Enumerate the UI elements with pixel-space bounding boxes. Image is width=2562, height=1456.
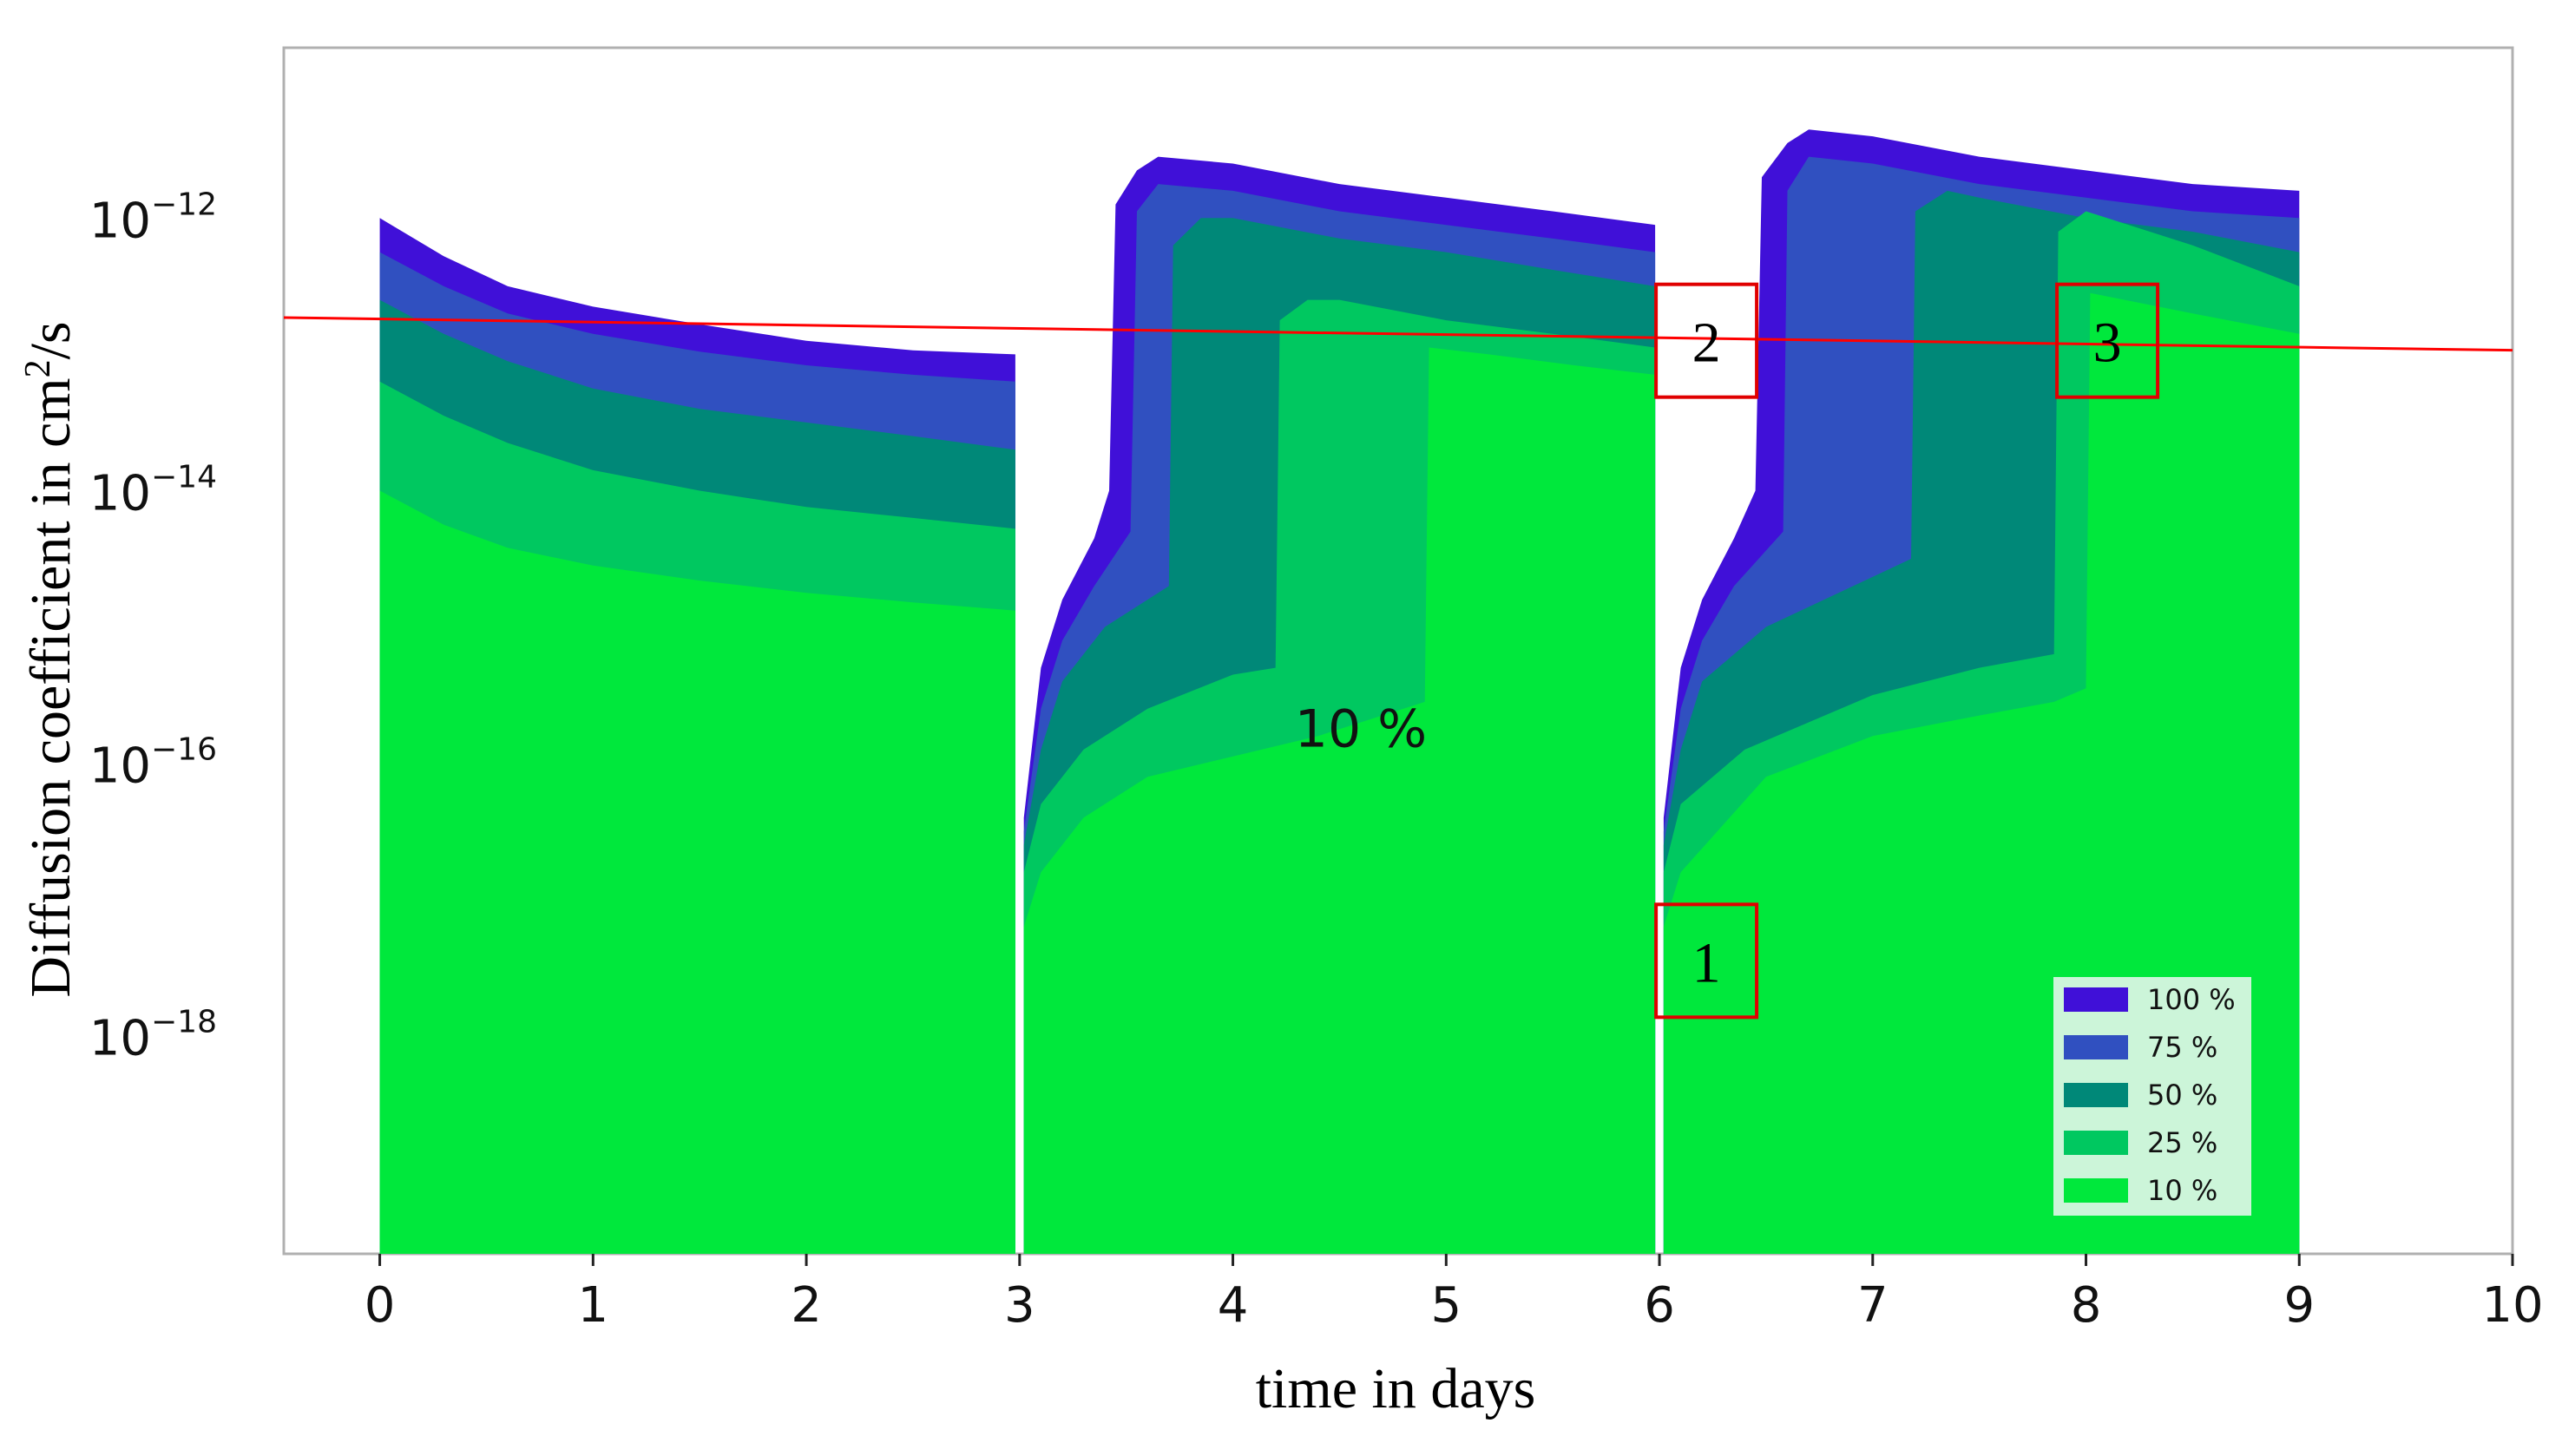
y-axis-label: Diffusion coefficient in cm2/s: [18, 321, 82, 997]
x-tick-label-3: 3: [1004, 1277, 1035, 1334]
legend-swatch-25: [2064, 1131, 2128, 1155]
legend-swatch-50: [2064, 1083, 2128, 1107]
legend-label-25: 25 %: [2147, 1126, 2217, 1159]
annotation-box-label-1: 1: [1692, 931, 1721, 994]
y-axis-ticks: 10−12 10−14 10−16 10−18: [89, 187, 217, 1066]
area-series-10-percent: [379, 292, 2300, 1255]
legend-swatch-100: [2064, 987, 2128, 1012]
x-tick-label-1: 1: [578, 1277, 609, 1334]
y-axis-label-unit-tail: /s: [19, 321, 82, 359]
y-tick-label-18: 10−18: [89, 1005, 217, 1067]
x-tick-label-4: 4: [1218, 1277, 1249, 1334]
annotation-boxes-group: 1 2 3: [1654, 282, 2160, 1020]
x-tick-label-6: 6: [1644, 1277, 1675, 1334]
reference-line-group: [283, 316, 2513, 352]
x-tick-label-9: 9: [2283, 1277, 2315, 1334]
legend-label-10: 10 %: [2147, 1174, 2217, 1207]
y-axis-label-text: Diffusion coefficient in cm: [19, 377, 82, 997]
annotation-box-3: [2055, 282, 2160, 399]
legend-swatch-10: [2064, 1178, 2128, 1203]
annotation-box-2: [1654, 282, 1759, 399]
annotation-box-label-2: 2: [1692, 312, 1721, 375]
annotation-box-1: [1654, 902, 1759, 1020]
x-axis-ticks: 0 1 2 3 4 5 6 7 8 9 10: [365, 1254, 2544, 1334]
legend: 100 % 75 % 50 % 25 % 10 %: [2053, 977, 2251, 1216]
legend-swatch-75: [2064, 1035, 2128, 1059]
y-tick-label-16: 10−16: [89, 732, 217, 795]
legend-label-75: 75 %: [2147, 1031, 2217, 1064]
x-tick-label-10: 10: [2481, 1277, 2543, 1334]
x-axis-label: time in days: [1256, 1357, 1536, 1420]
x-tick-label-8: 8: [2071, 1277, 2102, 1334]
x-tick-label-0: 0: [365, 1277, 396, 1334]
y-tick-label-14: 10−14: [89, 459, 217, 521]
inside-10-percent-label: 10 %: [1295, 698, 1427, 759]
x-tick-label-2: 2: [791, 1277, 822, 1334]
legend-label-50: 50 %: [2147, 1079, 2217, 1112]
red-reference-line: [283, 316, 2513, 352]
annotation-box-label-3: 3: [2093, 312, 2122, 375]
y-axis-label-unit-sup: 2: [18, 359, 58, 377]
legend-label-100: 100 %: [2147, 983, 2236, 1016]
x-tick-label-7: 7: [1857, 1277, 1889, 1334]
y-tick-label-12: 10−12: [89, 187, 217, 249]
area-series-group: [379, 129, 2300, 1255]
x-tick-label-5: 5: [1430, 1277, 1462, 1334]
